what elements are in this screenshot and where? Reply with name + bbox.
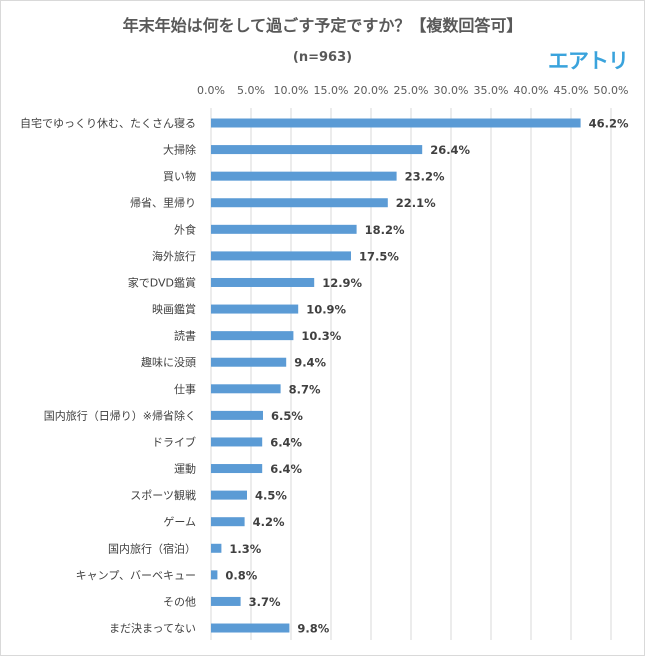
category-label: 帰省、里帰り [130, 197, 196, 210]
bar [211, 384, 281, 394]
bar [211, 251, 351, 261]
x-tick-label: 10.0% [274, 84, 309, 97]
category-label: 運動 [174, 462, 196, 476]
value-label: 9.8% [297, 622, 329, 636]
category-label: ドライブ [152, 435, 196, 449]
value-label: 22.1% [396, 196, 436, 210]
category-label: 買い物 [163, 169, 196, 183]
bar [211, 623, 290, 633]
x-tick-label: 40.0% [514, 84, 549, 97]
value-label: 26.4% [430, 143, 470, 157]
bar [211, 464, 263, 474]
category-label: 国内旅行（宿泊） [108, 541, 196, 555]
value-label: 23.2% [405, 170, 445, 184]
category-label: 映画鑑賞 [152, 302, 196, 316]
category-label: 家でDVD鑑賞 [128, 275, 196, 289]
x-tick-label: 15.0% [314, 84, 349, 97]
category-label: 読書 [174, 329, 196, 343]
category-label: 大掃除 [163, 143, 196, 157]
brand-logo: エアトリ [548, 49, 629, 73]
x-tick-label: 45.0% [554, 84, 589, 97]
bar [211, 145, 423, 155]
value-label: 12.9% [322, 276, 362, 290]
bar [211, 277, 315, 287]
category-label: ゲーム [163, 516, 196, 529]
value-label: 18.2% [365, 223, 405, 237]
category-label: 自宅でゆっくり休む、たくさん寝る [20, 116, 196, 130]
value-label: 46.2% [589, 117, 629, 131]
bar [211, 357, 287, 367]
bar [211, 437, 263, 447]
x-tick-label: 30.0% [434, 84, 469, 97]
value-label: 8.7% [289, 382, 321, 396]
category-label: 仕事 [174, 383, 196, 396]
bar [211, 543, 222, 553]
category-label: その他 [163, 595, 196, 608]
category-label: キャンプ、バーベキュー [76, 569, 196, 582]
category-label: 外食 [174, 222, 196, 236]
bar [211, 331, 294, 341]
bar [211, 517, 245, 527]
category-label: 海外旅行 [152, 249, 196, 263]
x-tick-label: 0.0% [197, 84, 225, 97]
value-label: 6.4% [270, 435, 302, 449]
value-label: 4.2% [253, 515, 285, 529]
value-label: 10.3% [301, 329, 341, 343]
chart-subtitle: (n=963) [292, 50, 353, 65]
category-label: 趣味に没頭 [141, 355, 196, 369]
value-label: 17.5% [359, 249, 399, 263]
bar [211, 570, 218, 580]
category-label: まだ決まってない [109, 622, 196, 635]
value-label: 10.9% [306, 303, 346, 317]
value-label: 1.3% [229, 542, 261, 556]
chart-title: 年末年始は何をして過ごす予定ですか？【複数回答可】 [122, 16, 523, 35]
category-label: 国内旅行（日帰り）※帰省除く [44, 408, 196, 422]
value-label: 4.5% [255, 489, 287, 503]
category-label: スポーツ観戦 [130, 488, 196, 502]
bar [211, 490, 247, 500]
value-label: 0.8% [225, 568, 257, 582]
x-tick-label: 20.0% [354, 84, 389, 97]
x-tick-label: 50.0% [594, 84, 629, 97]
bar [211, 224, 357, 234]
bar [211, 171, 397, 181]
x-tick-label: 5.0% [237, 84, 265, 97]
value-label: 3.7% [249, 595, 281, 609]
bar [211, 596, 241, 606]
bar [211, 198, 388, 208]
x-tick-label: 25.0% [394, 84, 429, 97]
x-tick-label: 35.0% [474, 84, 509, 97]
bar [211, 118, 581, 128]
bar [211, 304, 299, 314]
bar [211, 410, 263, 420]
value-label: 6.5% [271, 409, 303, 423]
value-label: 6.4% [270, 462, 302, 476]
value-label: 9.4% [294, 356, 326, 370]
